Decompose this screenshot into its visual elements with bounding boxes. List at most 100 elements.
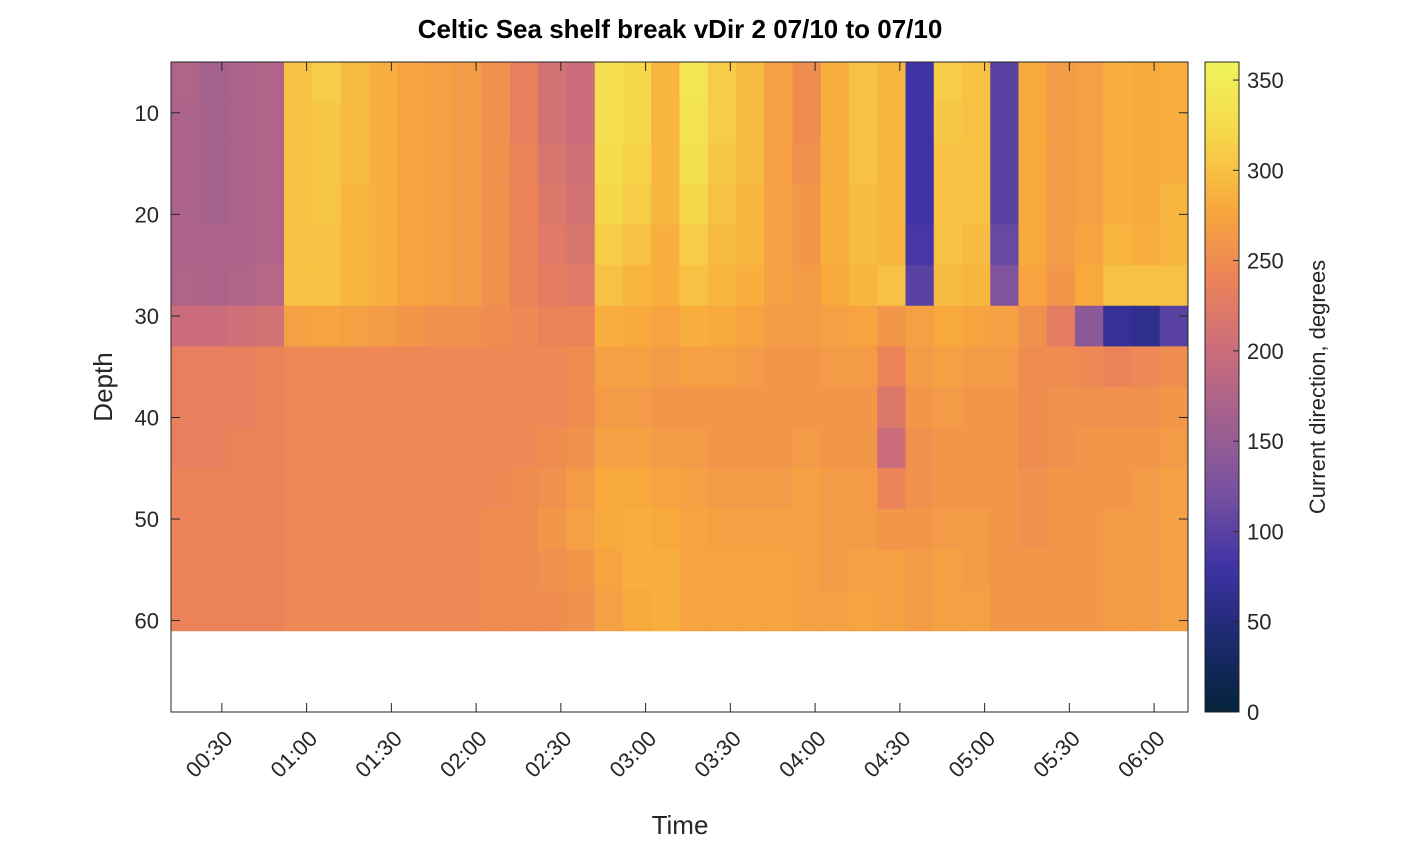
heatmap-cell [1018,305,1048,347]
heatmap-cell [312,549,341,591]
heatmap-cell [933,102,963,144]
heatmap-cell [877,224,906,266]
x-tick-label: 01:00 [266,726,323,783]
heatmap-cell [425,183,454,225]
heatmap-cell [1018,427,1048,469]
heatmap-cell [481,305,511,347]
heatmap-cell [481,224,511,266]
heatmap-cell [481,590,511,632]
heatmap-cell [566,265,596,307]
colorbar-tick-label: 300 [1247,158,1284,183]
heatmap-cell [425,224,454,266]
heatmap-cell [1131,346,1161,388]
heatmap-cell [1159,62,1188,104]
heatmap-cell [792,468,822,510]
heatmap-cell [594,102,624,144]
heatmap-cell [594,305,624,347]
heatmap-cell [933,387,963,429]
heatmap-cell [1046,305,1076,347]
heatmap-cell [1046,549,1076,591]
heatmap-cell [623,508,652,550]
heatmap-cell [736,305,765,347]
heatmap-cell [877,427,906,469]
heatmap-cell [227,305,257,347]
heatmap-cell [199,346,228,388]
heatmap-cell [651,265,680,307]
heatmap-cell [284,62,313,104]
heatmap-cell [933,62,963,104]
heatmap-cell [453,387,483,429]
heatmap-cell [425,143,454,185]
heatmap-cell [199,508,228,550]
heatmap-cell [990,346,1019,388]
heatmap-cell [397,102,426,144]
heatmap-cell [397,183,426,225]
heatmap-cell [199,590,228,632]
heatmap-cell [227,143,257,185]
heatmap-cell [764,183,793,225]
heatmap-cell [510,143,539,185]
heatmap-cell [312,346,341,388]
heatmap-cell [849,143,878,185]
heatmap-cell [510,305,539,347]
heatmap-cell [312,265,341,307]
heatmap-cell [1075,427,1104,469]
heatmap-cell [453,62,483,104]
heatmap-cell [933,143,963,185]
heatmap-cell [255,265,285,307]
heatmap-cell [255,346,285,388]
heatmap-cell [933,305,963,347]
x-tick-label: 04:00 [774,726,831,783]
heatmap-cell [1159,346,1188,388]
heatmap-cell [227,265,257,307]
heatmap-cell [340,549,370,591]
heatmap-cell [1103,590,1132,632]
heatmap-cell [877,62,906,104]
heatmap-cell [764,102,793,144]
heatmap-cell [962,508,991,550]
heatmap-cell [312,590,341,632]
heatmap-cell [255,549,285,591]
heatmap-cell [312,62,341,104]
heatmap-cell [312,427,341,469]
heatmap-cell [679,224,709,266]
heatmap-cell [284,387,313,429]
heatmap-cell [1159,387,1188,429]
heatmap-cell [764,468,793,510]
x-tick-label: 02:00 [435,726,492,783]
heatmap-cell [538,183,567,225]
heatmap-cell [651,224,680,266]
heatmap-cell [566,590,596,632]
heatmap-cell [1103,183,1132,225]
heatmap-cell [284,183,313,225]
heatmap-cell [1046,346,1076,388]
heatmap-cell [933,590,963,632]
heatmap-cell [623,143,652,185]
heatmap-cell [962,590,991,632]
heatmap-cell [707,468,737,510]
heatmap-cell [707,387,737,429]
heatmap-cell [425,549,454,591]
colorbar-tick-label: 200 [1247,339,1284,364]
heatmap-cell [340,387,370,429]
heatmap-cell [312,102,341,144]
x-tick-label: 06:00 [1113,726,1170,783]
heatmap-cell [623,427,652,469]
heatmap-cell [594,468,624,510]
colorbar-tick-label: 150 [1247,429,1284,454]
heatmap-cell [425,508,454,550]
heatmap-cell [594,143,624,185]
heatmap-cell [1131,590,1161,632]
x-tick-label: 04:30 [859,726,916,783]
heatmap-cell [397,305,426,347]
heatmap-cell [453,346,483,388]
colorbar-tick-label: 350 [1247,68,1284,93]
heatmap-cell [707,143,737,185]
heatmap-cell [736,183,765,225]
x-tick-label: 02:30 [520,726,577,783]
heatmap-cell [594,387,624,429]
heatmap-cell [368,224,398,266]
heatmap-cell [1018,102,1048,144]
heatmap-cell [255,224,285,266]
heatmap-cell [1075,102,1104,144]
